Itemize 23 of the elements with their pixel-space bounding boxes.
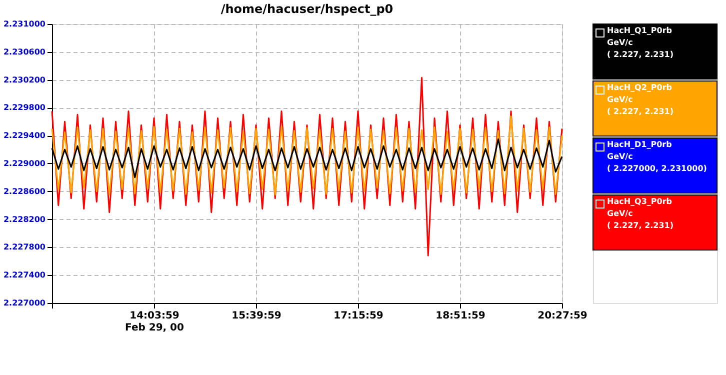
y-tick-label: 2.227400 [3, 270, 46, 280]
y-tick-label: 2.229800 [3, 103, 46, 112]
line-series [51, 76, 563, 256]
y-tick-label: 2.227000 [3, 298, 46, 308]
line-series [51, 115, 563, 196]
y-tick-label: 2.227800 [3, 242, 46, 252]
y-tick-label: 2.230200 [3, 75, 46, 84]
y-tick-label: 2.229000 [3, 159, 46, 168]
x-tick-label: 17:15:59 [334, 310, 384, 322]
x-tick-label: 15:39:59 [232, 310, 282, 322]
y-tick-label: 2.231000 [3, 20, 46, 28]
x-tick-label: 14:03:59 Feb 29, 00 [125, 310, 184, 334]
y-tick-label: 2.228200 [3, 214, 46, 224]
y-tick-label: 2.228600 [3, 186, 46, 196]
y-tick-label: 2.230600 [3, 47, 46, 56]
legend-label: HacH_Q2_P0rb GeV/c ( 2.227, 2.231) [607, 83, 674, 116]
legend-label: HacH_D1_P0rb GeV/c ( 2.227000, 2.231000) [607, 140, 707, 173]
y-tick-label: 2.229400 [3, 131, 46, 140]
chart-title: /home/hacuser/hspect_p0 [220, 2, 394, 16]
x-tick-label: 18:51:59 [436, 310, 486, 322]
legend-label: HacH_Q3_P0rb GeV/c ( 2.227, 2.231) [607, 197, 674, 230]
x-tick-label: 20:27:59 [538, 310, 588, 322]
legend-label: HacH_Q1_P0rb GeV/c ( 2.227, 2.231) [607, 26, 674, 59]
